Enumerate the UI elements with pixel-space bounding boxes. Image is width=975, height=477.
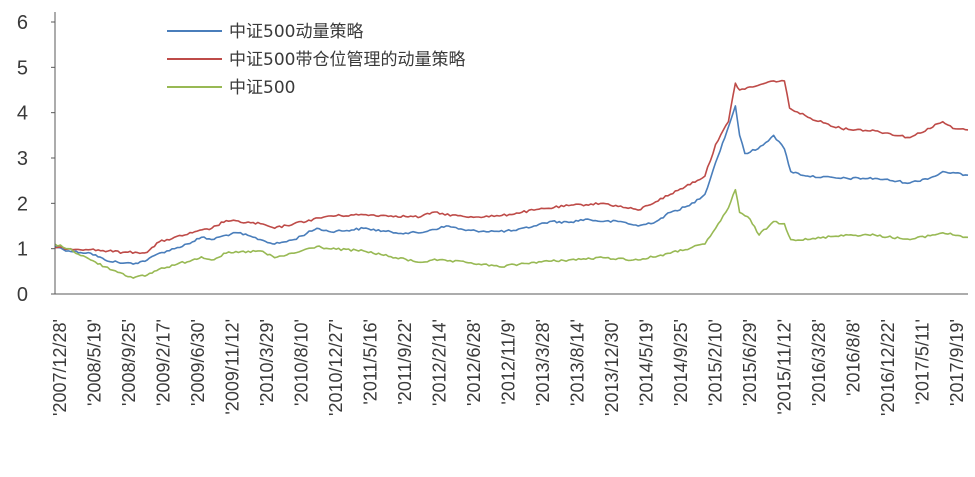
- axes: 0 1 2 3 4 5 6 '2007/12/28' '2008/5/19' '2008/9/25…: [17, 12, 968, 416]
- x-tick-label: '2011/9/22': [395, 319, 415, 405]
- y-tick-label: 5: [17, 57, 28, 79]
- x-tick-label: '2010/3/29': [257, 319, 277, 406]
- x-tick-label: '2010/8/10': [292, 319, 312, 406]
- x-tick-label: '2008/5/19': [85, 319, 105, 406]
- x-tick-label: '2007/12/28': [50, 319, 70, 416]
- x-tick-label: '2014/5/19': [637, 319, 657, 406]
- legend-label-1: 中证500动量策略: [229, 22, 363, 42]
- x-tick-label: '2012/11/9': [499, 319, 519, 405]
- x-tick-label: '2008/9/25': [119, 319, 139, 406]
- y-tick-label: 0: [17, 284, 28, 306]
- x-tick-label: '2013/12/30': [602, 319, 622, 416]
- x-tick-label: '2013/8/14': [568, 319, 588, 406]
- x-tick-label: '2012/6/28': [464, 319, 484, 406]
- x-tick-label: '2014/9/25': [671, 319, 691, 406]
- x-tick-label: '2013/3/28': [533, 319, 553, 406]
- legend-label-2: 中证500带仓位管理的动量策略: [229, 50, 465, 70]
- x-tick-label: '2015/11/12': [775, 319, 795, 415]
- y-tick-label: 3: [17, 148, 28, 170]
- x-tick-label: '2011/5/16': [361, 319, 381, 405]
- series-line-3: [54, 188, 969, 279]
- x-tick-label: '2017/5/11': [913, 319, 933, 405]
- x-tick-label: '2015/2/10': [706, 319, 726, 406]
- y-tick-label: 2: [17, 193, 28, 215]
- x-tick-label: '2009/2/17': [154, 319, 174, 406]
- x-tick-label: '2009/11/12': [223, 319, 243, 415]
- x-tick-label: '2016/8/8': [844, 319, 864, 396]
- y-tick-label: 6: [17, 12, 28, 34]
- series-lines: [54, 79, 969, 279]
- x-tick-label: '2016/3/28': [809, 319, 829, 406]
- x-tick-label: '2009/6/30': [188, 319, 208, 406]
- x-tick-label: '2015/6/29': [740, 319, 760, 406]
- y-tick-label: 1: [17, 239, 28, 261]
- x-tick-label: '2010/12/27': [326, 319, 346, 416]
- x-tick-label: '2012/2/14': [430, 319, 450, 406]
- series-line-1: [54, 105, 969, 265]
- x-tick-label: '2017/9/19': [947, 319, 967, 406]
- series-line-2: [54, 79, 969, 255]
- x-tick-label: '2016/12/22': [878, 319, 898, 416]
- legend-label-3: 中证500: [229, 78, 295, 98]
- y-tick-label: 4: [17, 103, 28, 125]
